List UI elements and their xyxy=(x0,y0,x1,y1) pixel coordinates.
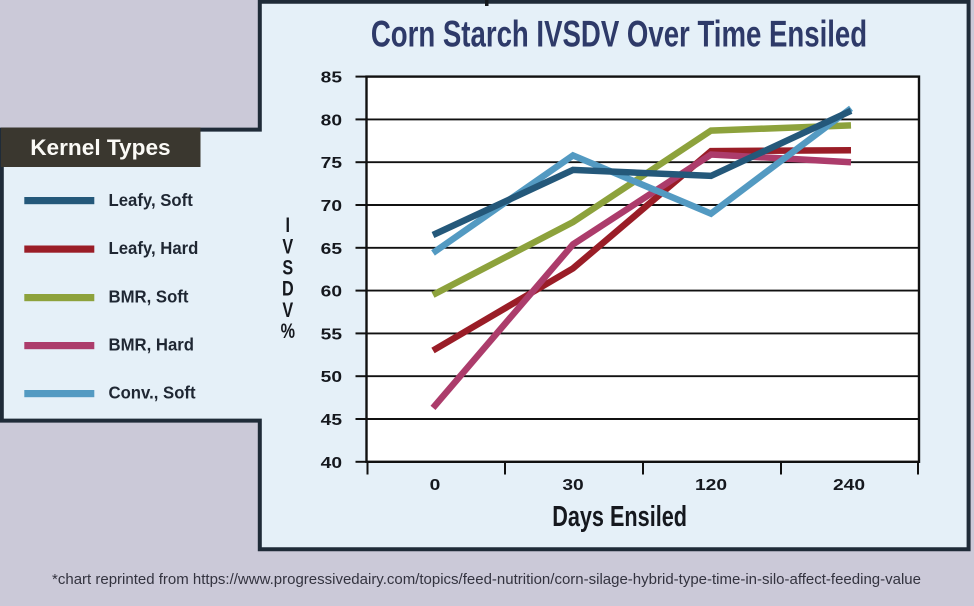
svg-text:0: 0 xyxy=(430,476,441,494)
svg-text:S: S xyxy=(282,256,293,280)
svg-text:55: 55 xyxy=(321,325,343,343)
svg-text:*chart reprinted from https://: *chart reprinted from https://www.progre… xyxy=(52,571,921,588)
svg-text:40: 40 xyxy=(321,453,343,471)
svg-text:75: 75 xyxy=(321,154,343,172)
svg-text:Days Ensiled: Days Ensiled xyxy=(552,501,687,533)
svg-text:65: 65 xyxy=(321,239,343,257)
svg-text:V: V xyxy=(282,299,293,323)
svg-text:Kernel Types: Kernel Types xyxy=(30,135,170,160)
svg-text:Leafy, Hard: Leafy, Hard xyxy=(109,237,199,258)
svg-text:240: 240 xyxy=(833,476,865,494)
svg-text:BMR, Soft: BMR, Soft xyxy=(109,286,189,307)
svg-text:I: I xyxy=(286,214,291,238)
svg-text:Corn Starch IVSDV Over Time En: Corn Starch IVSDV Over Time Ensiled xyxy=(371,12,867,54)
svg-text:50: 50 xyxy=(321,368,343,386)
svg-text:Conv., Soft: Conv., Soft xyxy=(109,382,196,403)
svg-text:120: 120 xyxy=(695,476,727,494)
svg-text:30: 30 xyxy=(562,476,584,494)
svg-text:V: V xyxy=(282,235,293,259)
svg-text:70: 70 xyxy=(321,197,343,215)
svg-text:%: % xyxy=(281,320,296,344)
svg-text:85: 85 xyxy=(321,68,343,86)
svg-text:45: 45 xyxy=(321,411,343,429)
svg-text:BMR, Hard: BMR, Hard xyxy=(109,334,195,355)
svg-text:D: D xyxy=(282,278,294,302)
svg-text:Leafy, Soft: Leafy, Soft xyxy=(109,189,194,210)
svg-text:60: 60 xyxy=(321,282,343,300)
svg-text:80: 80 xyxy=(321,111,343,129)
